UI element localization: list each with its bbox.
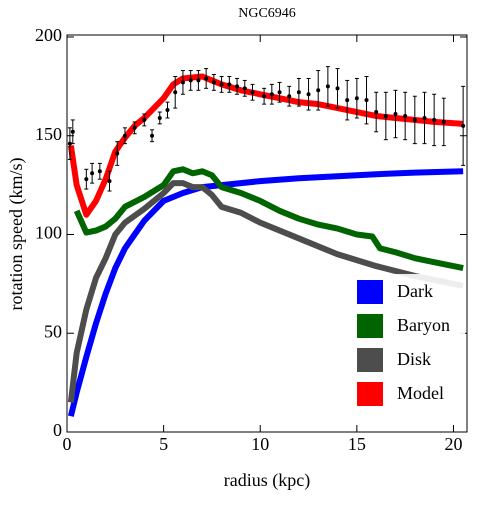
data-point (67, 141, 72, 146)
data-point (316, 88, 321, 93)
data-point (345, 98, 350, 103)
series-line (67, 180, 464, 403)
series-line (73, 166, 464, 272)
y-tick-label: 100 (35, 223, 62, 243)
data-point (107, 179, 112, 184)
data-point (403, 113, 408, 118)
series-line (67, 168, 464, 417)
data-point (335, 86, 340, 91)
data-point (115, 151, 120, 156)
data-point (412, 117, 417, 122)
y-tick-label: 50 (44, 321, 62, 341)
legend-label: Model (397, 383, 444, 403)
x-tick-label: 10 (251, 434, 269, 454)
data-point (97, 169, 102, 174)
data-point (441, 119, 446, 124)
data-point (393, 112, 398, 117)
data-point (432, 117, 437, 122)
y-axis-label: rotation speed (km/s) (6, 158, 27, 311)
data-point (354, 96, 359, 101)
data-point (461, 123, 466, 128)
data-point (211, 80, 216, 85)
legend-label: Baryon (397, 315, 450, 335)
data-point (219, 82, 224, 87)
legend-label: Dark (397, 281, 433, 301)
data-point (188, 78, 193, 83)
data-point (383, 113, 388, 118)
series-line (67, 73, 464, 218)
data-point (250, 90, 255, 95)
x-tick-label: 0 (63, 434, 72, 454)
x-tick-label: 20 (444, 434, 462, 454)
data-point (269, 92, 274, 97)
data-point (296, 90, 301, 95)
data-point (242, 86, 247, 91)
data-point (287, 94, 292, 99)
data-point (90, 171, 95, 176)
data-point (262, 94, 267, 99)
data-point (196, 78, 201, 83)
data-point (374, 110, 379, 115)
data-point (364, 98, 369, 103)
data-point (306, 92, 311, 97)
data-point (227, 82, 232, 87)
data-point (325, 84, 330, 89)
data-point (173, 90, 178, 95)
data-point (150, 133, 155, 138)
legend-label: Disk (397, 349, 431, 369)
data-point (204, 76, 209, 81)
data-point (180, 80, 185, 85)
data-point (235, 84, 240, 89)
x-axis-label: radius (kpc) (224, 470, 310, 491)
chart-title: NGC6946 (238, 6, 296, 21)
data-point (277, 90, 282, 95)
legend-swatch (357, 348, 383, 372)
data-point (132, 125, 137, 130)
x-tick-label: 5 (159, 434, 168, 454)
data-point (84, 177, 89, 182)
x-tick-label: 15 (348, 434, 366, 454)
y-tick-label: 0 (53, 420, 62, 440)
data-point (165, 108, 170, 113)
legend-swatch (357, 314, 383, 338)
plot-frame (66, 34, 468, 433)
data-point (157, 115, 162, 120)
y-tick-label: 150 (35, 124, 62, 144)
legend-swatch (357, 280, 383, 304)
data-point (142, 117, 147, 122)
data-point (122, 133, 127, 138)
data-point (422, 115, 427, 120)
data-point (70, 129, 75, 134)
legend-swatch (357, 382, 383, 406)
y-tick-label: 200 (35, 25, 62, 45)
